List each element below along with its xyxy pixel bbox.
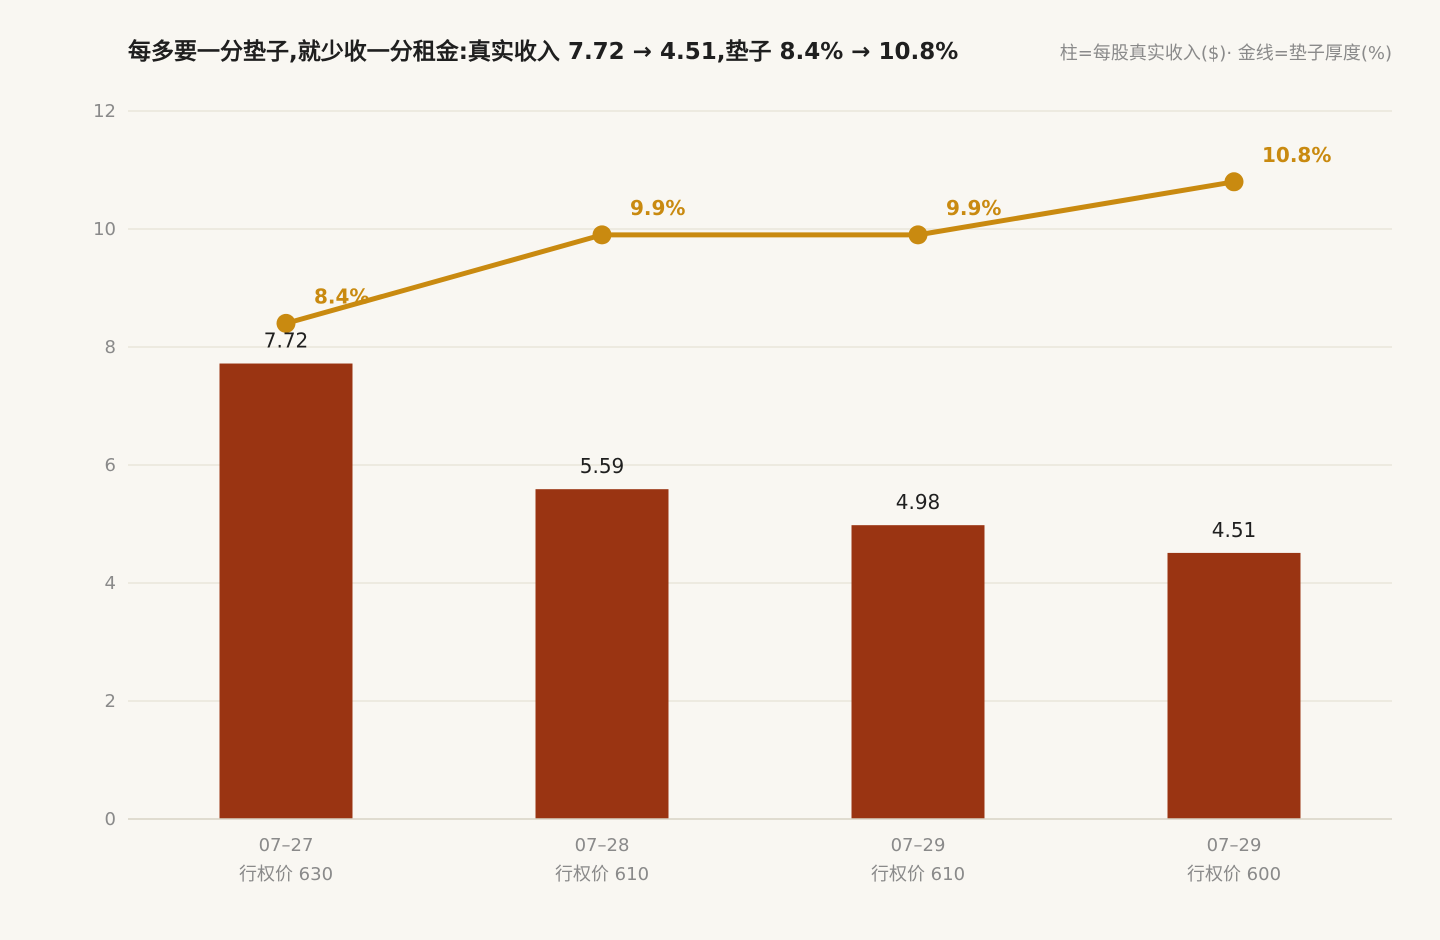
legend-note: 柱=每股真实收入($)· 金线=垫子厚度(%) [1060,43,1392,64]
cushion-point [908,225,928,245]
bar-value-label: 4.51 [1212,518,1257,542]
cushion-value-label: 9.9% [630,196,685,220]
chart-title: 每多要一分垫子,就少收一分租金:真实收入 7.72 → 4.51,垫子 8.4%… [128,38,958,65]
y-tick-label: 12 [93,101,116,122]
bar [851,525,985,819]
cushion-point [592,225,612,245]
x-tick-date: 07–27 [259,835,314,856]
bar [219,363,353,819]
bar-layer [219,363,1301,819]
bar [535,489,669,819]
bar-value-label: 5.59 [580,454,625,478]
y-tick-label: 8 [105,337,116,358]
x-tick-date: 07–29 [1207,835,1262,856]
y-tick-label: 0 [105,809,116,830]
x-tick-date: 07–28 [575,835,630,856]
line-layer [276,172,1244,333]
y-tick-label: 4 [105,573,116,594]
bar-value-label: 4.98 [896,490,941,514]
cushion-value-label: 10.8% [1262,143,1331,167]
x-tick-strike: 行权价 610 [871,864,965,885]
bar [1167,552,1301,819]
bar-value-label: 7.72 [264,329,309,353]
cushion-point [1224,172,1244,192]
label-layer: 7.72 5.59 4.98 4.51 8.4% 9.9% 9.9% 10.8% [264,143,1332,542]
cushion-value-label: 9.9% [946,196,1001,220]
y-tick-label: 10 [93,219,116,240]
x-tick-strike: 行权价 610 [555,864,649,885]
y-tick-label: 6 [105,455,116,476]
cushion-value-label: 8.4% [314,284,369,308]
x-tick-strike: 行权价 630 [239,864,333,885]
y-tick-label: 2 [105,691,116,712]
axis-layer: 0 2 4 6 8 10 12 07–27 行权价 630 07–28 行权价 610 07–29 行权… [93,101,1392,885]
cushion-point [276,313,296,333]
x-tick-strike: 行权价 600 [1187,864,1281,885]
cushion-line [285,179,1235,326]
x-tick-date: 07–29 [891,835,946,856]
